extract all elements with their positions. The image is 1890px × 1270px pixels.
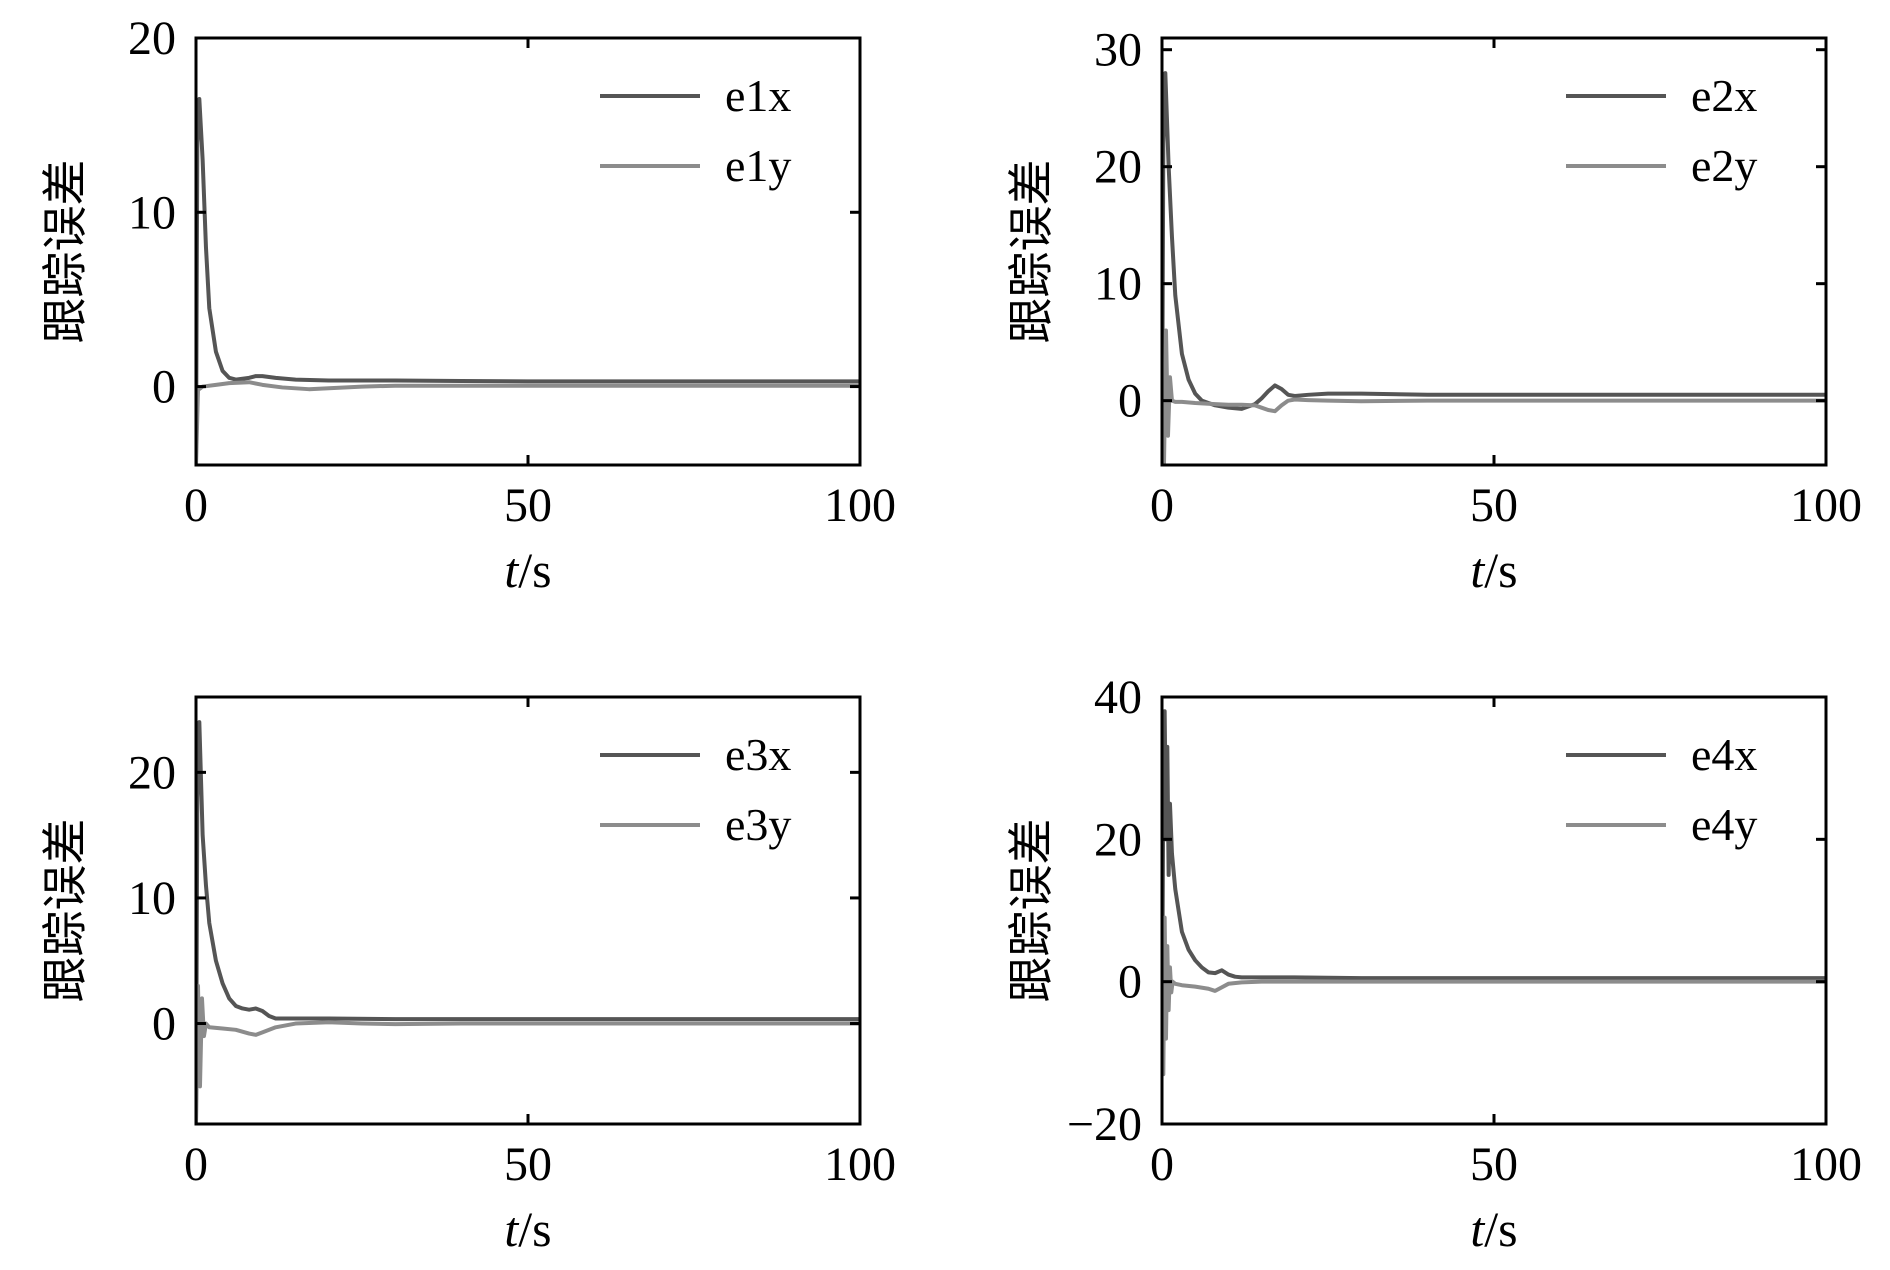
legend-label-e4y: e4y — [1691, 799, 1757, 850]
x-axis-label-var: t — [1470, 1201, 1485, 1257]
y-tick-label: 0 — [152, 361, 176, 414]
y-tick-label: 20 — [128, 746, 176, 799]
x-axis-label: t/s — [504, 542, 551, 598]
x-axis-label: t/s — [1470, 542, 1517, 598]
y-tick-label: −20 — [1067, 1098, 1142, 1151]
chart-panel-2: 0 50 100 0 10 20 30 t/s 跟踪误差 e2x e2y — [1004, 24, 1862, 598]
y-tick-label: 0 — [1118, 956, 1142, 1009]
x-axis-label-unit: /s — [518, 542, 551, 598]
legend-label-e2y: e2y — [1691, 140, 1757, 191]
x-axis-label: t/s — [1470, 1201, 1517, 1257]
y-tick-label: 0 — [1118, 375, 1142, 428]
x-tick-label: 0 — [184, 1138, 208, 1191]
x-axis-label-var: t — [1470, 542, 1485, 598]
x-tick-label: 0 — [1150, 479, 1174, 532]
y-axis-label: 跟踪误差 — [38, 819, 92, 1003]
y-tick-label: 30 — [1094, 24, 1142, 77]
y-axis-label: 跟踪误差 — [1004, 160, 1058, 344]
x-tick-label: 50 — [1470, 479, 1518, 532]
series-line-e1y — [196, 380, 860, 465]
y-tick-label: 20 — [1094, 141, 1142, 194]
series-line-e4y — [1162, 915, 1826, 1077]
x-tick-label: 100 — [1790, 479, 1862, 532]
series-line-e3y — [196, 983, 860, 1124]
x-tick-label: 0 — [1150, 1138, 1174, 1191]
y-axis-label: 跟踪误差 — [38, 160, 92, 344]
chart-panel-3: 0 50 100 0 10 20 t/s 跟踪误差 e3x e3y — [38, 695, 896, 1257]
legend-label-e4x: e4x — [1691, 729, 1757, 780]
x-axis-label: t/s — [504, 1201, 551, 1257]
series-line-e2y — [1162, 328, 1826, 465]
x-tick-label: 50 — [504, 479, 552, 532]
legend-label-e2x: e2x — [1691, 70, 1757, 121]
x-tick-label: 0 — [184, 479, 208, 532]
y-tick-label: 10 — [128, 186, 176, 239]
y-tick-label: 40 — [1094, 671, 1142, 724]
x-axis-label-unit: /s — [518, 1201, 551, 1257]
y-tick-label: 20 — [1094, 813, 1142, 866]
chart-panel-1: 0 50 100 0 10 20 t/s 跟踪误差 e1x e1y — [38, 12, 896, 598]
x-axis-label-var: t — [504, 542, 519, 598]
y-tick-label: 0 — [152, 998, 176, 1051]
x-tick-label: 100 — [824, 479, 896, 532]
series-line-e4x — [1162, 709, 1826, 1053]
legend-label-e3x: e3x — [725, 729, 791, 780]
x-axis-label-var: t — [504, 1201, 519, 1257]
x-axis-label-unit: /s — [1484, 1201, 1517, 1257]
x-tick-label: 50 — [504, 1138, 552, 1191]
y-axis-label: 跟踪误差 — [1004, 819, 1058, 1003]
y-tick-label: 20 — [128, 12, 176, 65]
x-tick-label: 100 — [824, 1138, 896, 1191]
x-axis-label-unit: /s — [1484, 542, 1517, 598]
series-line-e3x — [196, 720, 860, 1124]
legend-label-e3y: e3y — [725, 799, 791, 850]
legend-label-e1x: e1x — [725, 70, 791, 121]
y-tick-label: 10 — [128, 872, 176, 925]
x-tick-label: 100 — [1790, 1138, 1862, 1191]
x-tick-label: 50 — [1470, 1138, 1518, 1191]
series-line-e2x — [1162, 71, 1826, 460]
series-line-e1x — [196, 97, 860, 465]
legend-label-e1y: e1y — [725, 140, 791, 191]
y-tick-label: 10 — [1094, 258, 1142, 311]
